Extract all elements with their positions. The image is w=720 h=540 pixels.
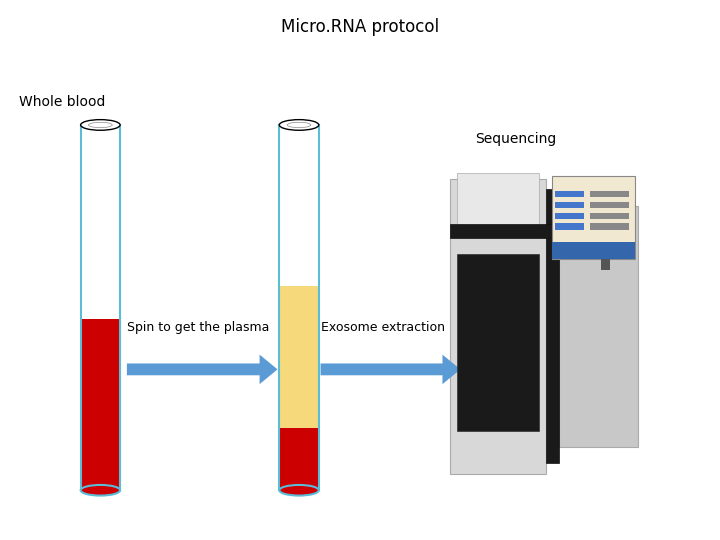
Ellipse shape <box>89 122 112 127</box>
Bar <box>555 191 584 198</box>
Bar <box>546 190 559 463</box>
Bar <box>450 179 546 474</box>
Bar <box>552 242 635 259</box>
Bar <box>456 254 539 431</box>
Bar <box>279 125 319 490</box>
Bar <box>590 202 629 208</box>
Bar <box>555 223 584 230</box>
Bar <box>450 224 559 238</box>
Ellipse shape <box>279 485 319 496</box>
Bar <box>590 223 629 230</box>
Bar <box>559 206 639 447</box>
Ellipse shape <box>81 120 120 130</box>
Bar <box>555 213 584 219</box>
Bar <box>279 286 319 428</box>
Bar <box>81 125 120 490</box>
Bar <box>552 176 635 259</box>
Text: Whole blood: Whole blood <box>19 95 106 109</box>
Ellipse shape <box>279 120 319 130</box>
FancyArrow shape <box>320 355 460 384</box>
Text: Spin to get the plasma: Spin to get the plasma <box>127 321 269 334</box>
Bar <box>590 213 629 219</box>
Bar <box>590 191 629 198</box>
Text: Sequencing: Sequencing <box>474 132 556 146</box>
Text: Exosome extraction kit: Exosome extraction kit <box>320 321 464 334</box>
Bar <box>456 173 539 235</box>
Bar <box>81 319 120 490</box>
Bar <box>279 428 319 490</box>
Ellipse shape <box>81 485 120 496</box>
FancyArrow shape <box>127 355 277 384</box>
Text: Micro.RNA protocol: Micro.RNA protocol <box>281 17 439 36</box>
Bar <box>555 202 584 208</box>
Bar <box>601 258 610 270</box>
Ellipse shape <box>287 122 311 127</box>
